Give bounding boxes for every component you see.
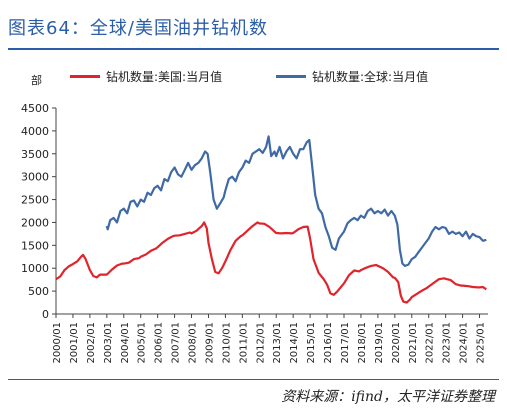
x-tick-label: 2011/01 bbox=[238, 322, 249, 364]
x-tick-label: 2001/01 bbox=[69, 322, 80, 364]
x-tick-label: 2023/01 bbox=[442, 322, 453, 364]
y-tick-label: 2000 bbox=[21, 216, 49, 229]
series-line-global bbox=[105, 135, 487, 267]
chart-legend: 钻机数量:美国:当月值 钻机数量:全球:当月值 bbox=[0, 68, 507, 88]
footer-divider bbox=[8, 379, 499, 380]
x-tick-label: 2018/01 bbox=[357, 322, 368, 364]
x-tick-label: 2025/01 bbox=[476, 322, 487, 364]
x-tick-label: 2022/01 bbox=[425, 322, 436, 364]
y-tick-label: 3500 bbox=[21, 148, 49, 161]
x-tick-label: 2012/01 bbox=[255, 322, 266, 364]
title-divider bbox=[8, 48, 499, 50]
x-tick-label: 2017/01 bbox=[340, 322, 351, 364]
x-tick-label: 2008/01 bbox=[188, 322, 199, 364]
legend-item-us: 钻机数量:美国:当月值 bbox=[70, 68, 222, 85]
x-tick-label: 2024/01 bbox=[459, 322, 470, 364]
y-tick-label: 1500 bbox=[21, 239, 49, 252]
x-tick-label: 2013/01 bbox=[272, 322, 283, 364]
x-tick-label: 2006/01 bbox=[154, 322, 165, 364]
figure-title: 图表64：全球/美国油井钻机数 bbox=[8, 18, 268, 39]
legend-label-global: 钻机数量:全球:当月值 bbox=[312, 70, 429, 84]
x-tick-label: 2016/01 bbox=[323, 322, 334, 364]
legend-item-global: 钻机数量:全球:当月值 bbox=[276, 68, 428, 85]
series-line-us bbox=[55, 221, 487, 304]
x-tick-label: 2007/01 bbox=[171, 322, 182, 364]
x-tick-label: 2002/01 bbox=[86, 322, 97, 364]
source-note: 资料来源：ifind，太平洋证券整理 bbox=[281, 389, 495, 405]
y-tick-label: 3000 bbox=[21, 171, 49, 184]
y-axis-unit-label: 部 bbox=[31, 74, 42, 87]
y-tick-label: 2500 bbox=[21, 194, 49, 207]
y-tick-label: 500 bbox=[28, 285, 49, 298]
y-tick-label: 4500 bbox=[21, 102, 49, 115]
x-tick-label: 2000/01 bbox=[52, 322, 63, 364]
x-tick-label: 2003/01 bbox=[103, 322, 114, 364]
y-tick-label: 4000 bbox=[21, 125, 49, 138]
x-tick-label: 2015/01 bbox=[306, 322, 317, 364]
x-tick-label: 2004/01 bbox=[120, 322, 131, 364]
x-tick-label: 2009/01 bbox=[204, 322, 215, 364]
legend-swatch-global bbox=[276, 75, 306, 78]
x-tick-label: 2020/01 bbox=[391, 322, 402, 364]
x-tick-label: 2005/01 bbox=[137, 322, 148, 364]
x-tick-label: 2021/01 bbox=[408, 322, 419, 364]
legend-label-us: 钻机数量:美国:当月值 bbox=[106, 70, 223, 84]
x-tick-label: 2014/01 bbox=[289, 322, 300, 364]
legend-swatch-us bbox=[70, 75, 100, 78]
y-tick-label: 1000 bbox=[21, 262, 49, 275]
x-tick-label: 2010/01 bbox=[221, 322, 232, 364]
x-tick-label: 2019/01 bbox=[374, 322, 385, 364]
y-tick-label: 0 bbox=[42, 308, 49, 321]
